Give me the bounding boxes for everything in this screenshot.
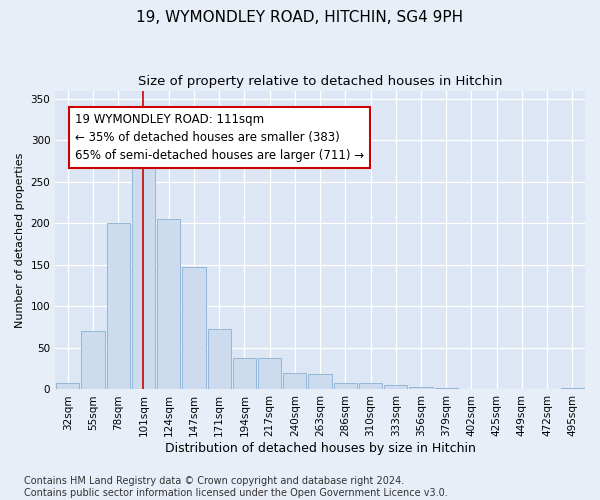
Title: Size of property relative to detached houses in Hitchin: Size of property relative to detached ho… (138, 75, 502, 88)
Bar (308, 374, 332, 390)
Text: 19, WYMONDLEY ROAD, HITCHIN, SG4 9PH: 19, WYMONDLEY ROAD, HITCHIN, SG4 9PH (136, 10, 464, 25)
Bar (434, 388, 458, 390)
Y-axis label: Number of detached properties: Number of detached properties (15, 152, 25, 328)
Bar (56, 383, 79, 390)
Bar (157, 219, 181, 390)
Bar (283, 373, 307, 390)
Bar (107, 224, 130, 390)
Bar (460, 388, 483, 390)
Bar (384, 386, 407, 390)
Bar (258, 358, 281, 390)
Bar (485, 388, 508, 390)
Bar (409, 387, 433, 390)
Bar (334, 383, 357, 390)
X-axis label: Distribution of detached houses by size in Hitchin: Distribution of detached houses by size … (164, 442, 476, 455)
Bar (561, 388, 584, 390)
Bar (132, 161, 155, 390)
Text: 19 WYMONDLEY ROAD: 111sqm
← 35% of detached houses are smaller (383)
65% of semi: 19 WYMONDLEY ROAD: 111sqm ← 35% of detac… (76, 113, 364, 162)
Bar (82, 332, 104, 390)
Bar (233, 358, 256, 390)
Text: Contains HM Land Registry data © Crown copyright and database right 2024.
Contai: Contains HM Land Registry data © Crown c… (24, 476, 448, 498)
Bar (359, 383, 382, 390)
Bar (208, 329, 231, 390)
Bar (182, 266, 206, 390)
